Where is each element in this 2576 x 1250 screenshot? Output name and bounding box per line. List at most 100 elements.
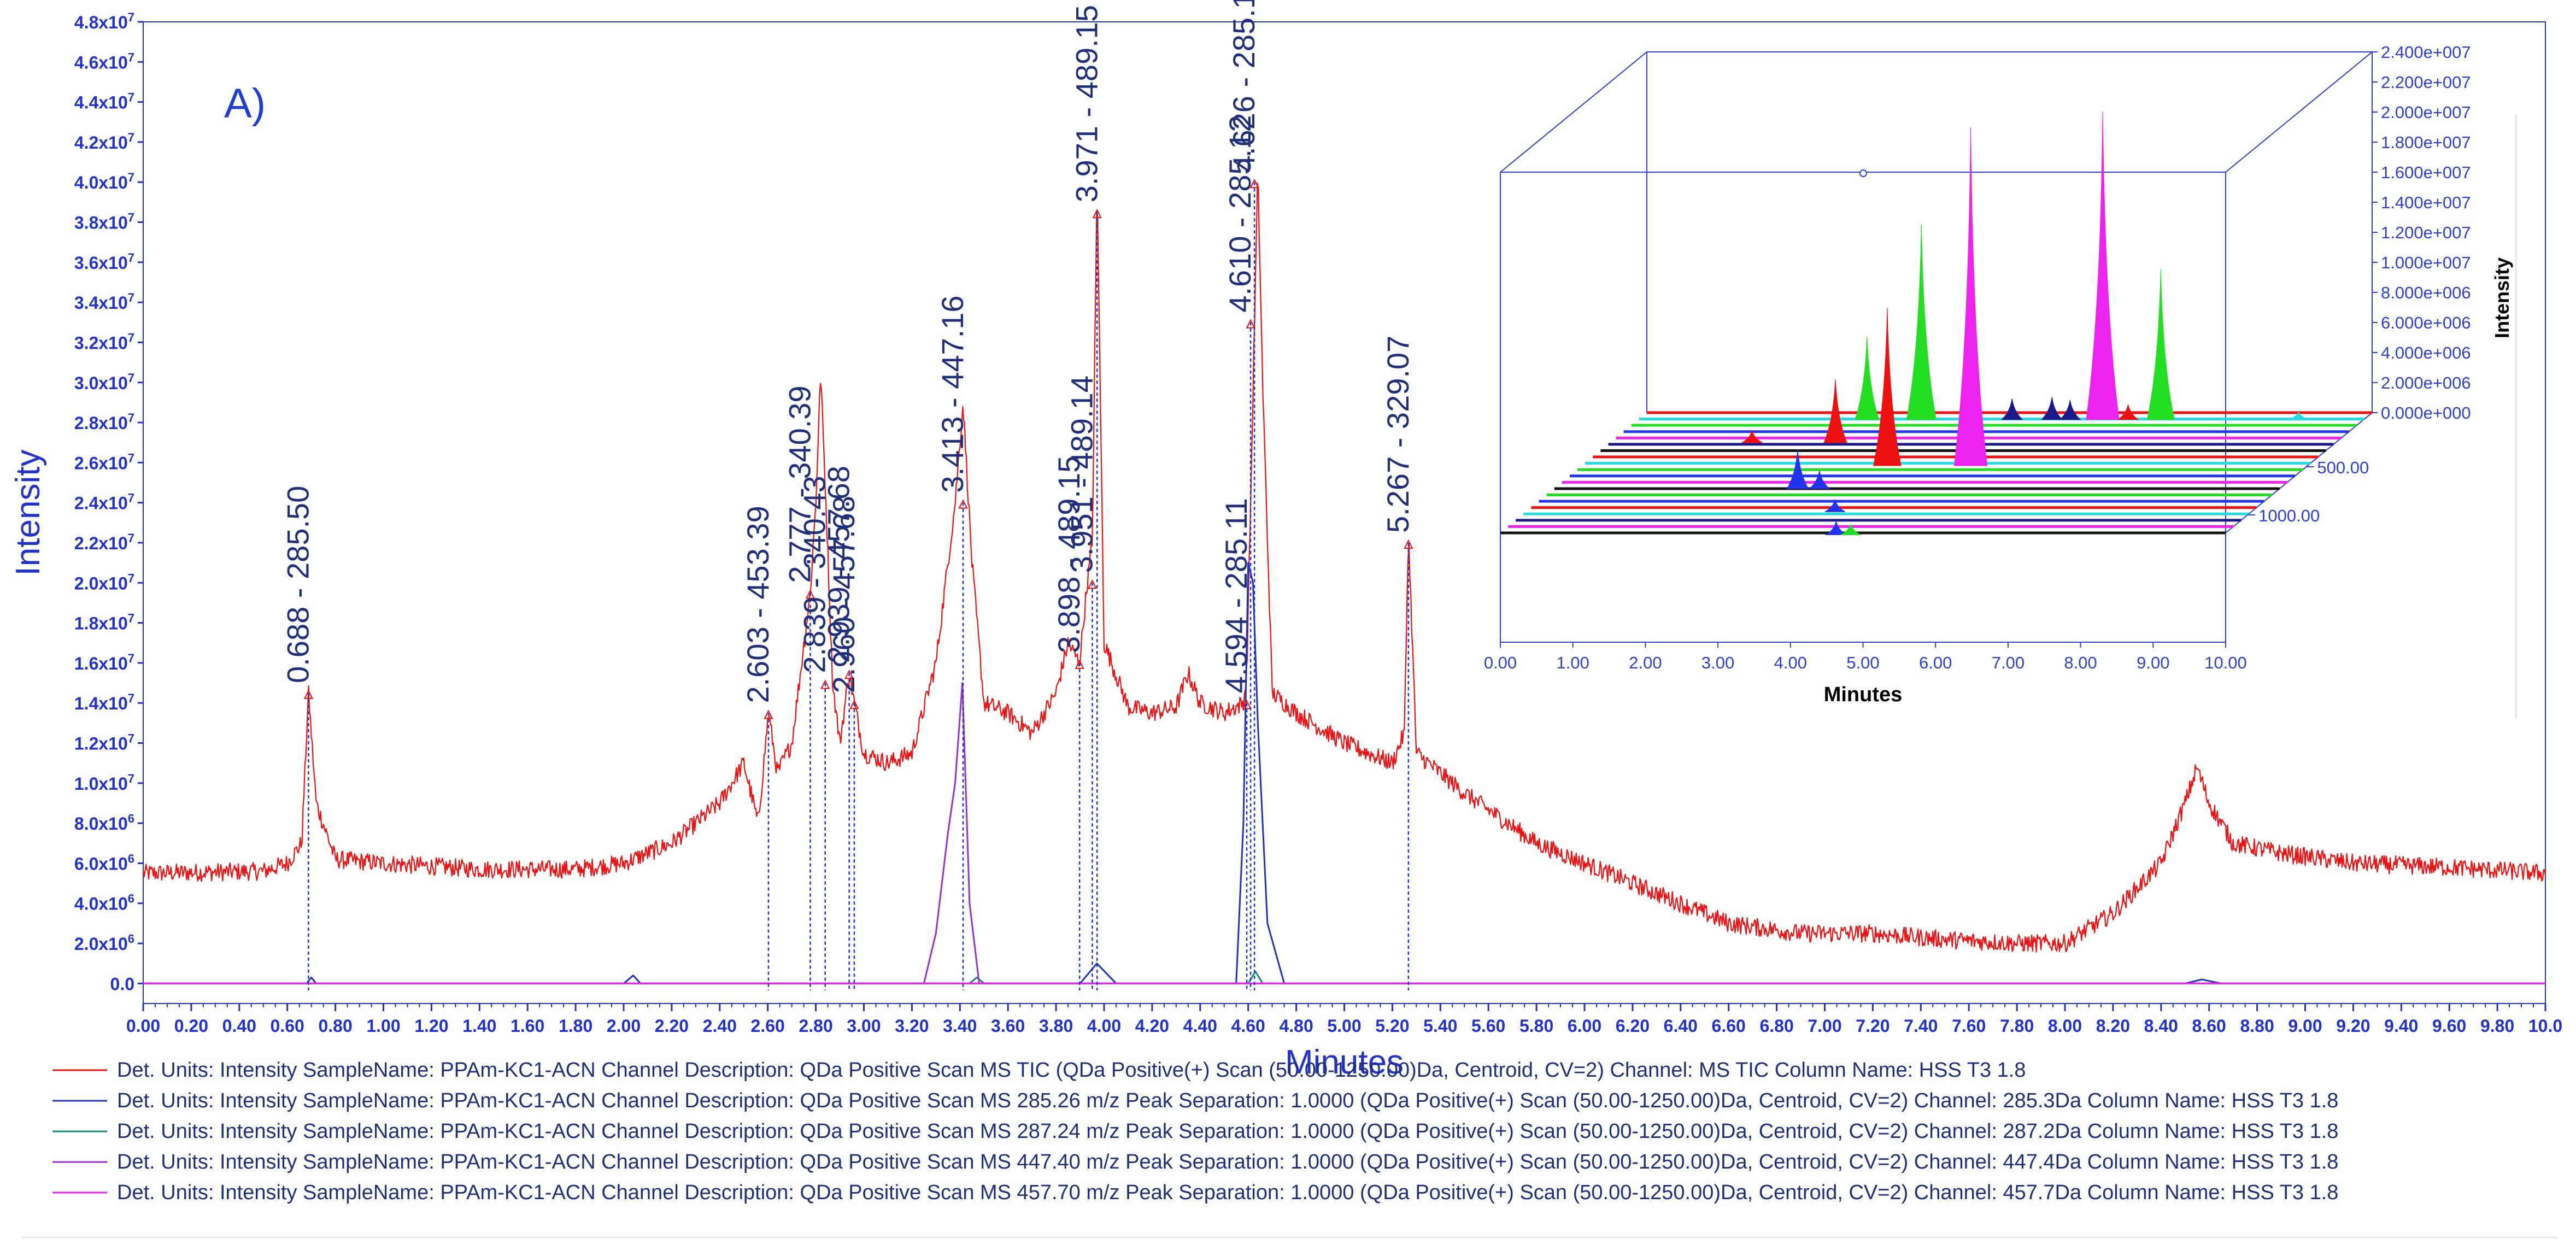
y-tick-label: 4.0x107 <box>74 171 134 192</box>
x-tick-label: 8.20 <box>2096 1016 2130 1036</box>
inset-x-tick-label: 0.00 <box>1484 653 1517 672</box>
x-tick-label: 4.80 <box>1279 1016 1313 1036</box>
x-tick-label: 3.40 <box>943 1016 977 1036</box>
inset-peak <box>2040 397 2063 420</box>
x-tick-label: 8.60 <box>2192 1016 2226 1036</box>
panel-label: A) <box>224 80 266 127</box>
x-tick-label: 3.20 <box>895 1016 929 1036</box>
x-tick-label: 3.60 <box>991 1016 1025 1036</box>
x-tick-label: 9.80 <box>2480 1016 2514 1036</box>
inset-box-edge <box>2225 51 2373 173</box>
inset-peak <box>1906 224 1937 420</box>
x-tick-label: 1.40 <box>462 1016 496 1036</box>
peak-label: 0.688 - 285.50 <box>280 486 315 683</box>
x-tick-label: 5.40 <box>1423 1016 1457 1036</box>
legend-item: Det. Units: Intensity SampleName: PPAm-K… <box>117 1089 2338 1112</box>
inset-z-axis-label: Intensity <box>2491 257 2513 338</box>
x-tick-label: 9.00 <box>2288 1016 2322 1036</box>
x-tick-label: 4.40 <box>1183 1016 1217 1036</box>
x-tick-label: 4.00 <box>1087 1016 1121 1036</box>
peak-label: 3.413 - 447.16 <box>935 295 970 492</box>
x-tick-label: 9.40 <box>2384 1016 2418 1036</box>
x-tick-label: 6.20 <box>1616 1016 1650 1036</box>
inset-x-tick-label: 8.00 <box>2064 653 2097 672</box>
x-tick-label: 9.20 <box>2336 1016 2370 1036</box>
peak-marker-triangle <box>958 499 968 509</box>
inset-peak <box>2288 411 2309 420</box>
y-tick-label: 2.6x107 <box>74 451 134 473</box>
peak-label: 2.839 - 340.43 <box>797 476 832 673</box>
series-line-4 <box>143 682 2545 984</box>
x-tick-label: 7.40 <box>1904 1016 1938 1036</box>
inset-y-tick-label: 500.00 <box>2317 458 2369 477</box>
y-tick-label: 4.8x107 <box>74 10 134 32</box>
peak-marker-triangle <box>1404 539 1413 549</box>
peak-marker-triangle <box>764 709 773 719</box>
x-tick-label: 8.00 <box>2048 1016 2082 1036</box>
x-tick-label: 5.00 <box>1327 1016 1361 1036</box>
y-tick-label: 2.0x107 <box>74 571 134 593</box>
x-tick-label: 1.20 <box>414 1016 448 1036</box>
inset-z-tick-label: 1.600e+007 <box>2381 163 2471 182</box>
inset-z-tick-label: 0.000e+000 <box>2381 403 2471 422</box>
main-chromatogram: 0.0 2.0x106 4.0x106 6.0x106 8.0x106 1.0x107 1.… <box>9 0 2562 1081</box>
peak-label: 2.960 - 457.68 <box>826 496 861 693</box>
peak-label: 3.971 - 489.15 <box>1069 5 1104 202</box>
legend: Det. Units: Intensity SampleName: PPAm-K… <box>22 1059 2558 1238</box>
inset-z-tick-label: 1.400e+007 <box>2381 193 2471 212</box>
inset-3d-chromatogram: 0.000e+000 2.000e+006 4.000e+006 6.000e+006… <box>1484 43 2516 719</box>
inset-peak <box>1786 449 1809 489</box>
peak-marker-triangle <box>820 679 830 689</box>
inset-z-tick-label: 6.000e+006 <box>2381 313 2471 332</box>
x-tick-label: 7.20 <box>1856 1016 1890 1036</box>
y-tick-label: 3.2x107 <box>74 331 134 353</box>
x-tick-label: 5.20 <box>1375 1016 1409 1036</box>
x-tick-label: 6.40 <box>1664 1016 1698 1036</box>
x-tick-label: 2.00 <box>607 1016 641 1036</box>
inset-y-tick-label: 1000.00 <box>2258 506 2320 525</box>
x-tick-label: 5.60 <box>1471 1016 1505 1036</box>
peak-marker-triangle <box>805 589 815 599</box>
y-tick-label: 8.0x106 <box>74 812 134 834</box>
x-tick-label: 4.20 <box>1135 1016 1169 1036</box>
y-tick-label: 3.4x107 <box>74 291 134 313</box>
inset-x-tick-label: 2.00 <box>1629 653 1662 672</box>
y-tick-label: 3.8x107 <box>74 211 134 233</box>
inset-x-tick-label: 3.00 <box>1701 653 1734 672</box>
inset-z-tick-label: 4.000e+006 <box>2381 343 2471 362</box>
inset-x-tick-label: 1.00 <box>1557 653 1589 672</box>
y-tick-label: 4.2x107 <box>74 131 134 152</box>
peak-marker-triangle <box>844 669 854 679</box>
inset-x-tick-label: 10.00 <box>2204 653 2247 672</box>
inset-peak <box>1808 471 1831 489</box>
x-tick-label: 10.0 <box>2528 1016 2562 1036</box>
inset-z-tick-label: 2.000e+006 <box>2381 373 2471 392</box>
legend-item: Det. Units: Intensity SampleName: PPAm-K… <box>117 1151 2338 1173</box>
x-tick-label: 2.80 <box>799 1016 832 1036</box>
y-tick-label: 1.8x107 <box>74 612 134 633</box>
peak-marker-triangle <box>303 689 313 699</box>
y-tick-label: 4.4x107 <box>74 91 134 113</box>
x-tick-label: 0.20 <box>174 1016 208 1036</box>
x-tick-label: 3.80 <box>1039 1016 1073 1036</box>
y-tick-label: 4.6x107 <box>74 50 134 72</box>
y-tick-label: 6.0x106 <box>74 852 134 873</box>
inset-x-tick-label: 5.00 <box>1846 653 1879 672</box>
x-tick-label: 7.60 <box>1952 1016 1986 1036</box>
x-tick-label: 3.00 <box>847 1016 881 1036</box>
inset-peak <box>1824 498 1846 512</box>
x-tick-label: 2.40 <box>703 1016 737 1036</box>
peak-label: 4.610 - 285.12 <box>1223 115 1257 313</box>
inset-peak <box>1953 127 1988 466</box>
peak-label: 4.626 - 285.14 <box>1227 0 1261 172</box>
y-tick-label: 0.0 <box>110 974 134 994</box>
inset-peak <box>1873 308 1902 466</box>
x-tick-label: 1.00 <box>366 1016 400 1036</box>
peak-label: 2.939 - 457.68 <box>821 466 856 663</box>
inset-peak <box>1840 523 1861 535</box>
x-tick-label: 0.80 <box>318 1016 352 1036</box>
peak-label: 2.777 - 340.39 <box>782 385 817 583</box>
inset-rotation-handle <box>1859 169 1867 177</box>
